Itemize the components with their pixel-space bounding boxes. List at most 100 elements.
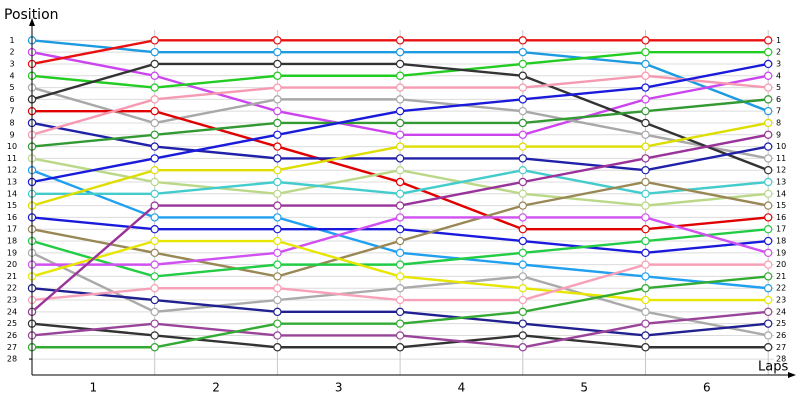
y-tick-label-right: 19 [776,248,786,257]
x-tick-label: 5 [580,381,588,395]
y-tick-label: 5 [9,83,14,92]
point [764,307,773,317]
point [641,71,650,80]
y-tick-label-right: 4 [776,71,781,80]
point [641,260,650,269]
y-tick-label-right: 27 [776,343,786,352]
point [395,165,405,175]
point [518,95,528,104]
point [150,272,159,281]
point [395,59,405,69]
x-tick-label: 3 [335,381,343,395]
point [395,118,405,128]
point [641,165,650,175]
point [150,47,159,57]
y-tick-label: 12 [7,166,17,175]
point [518,272,528,281]
point [150,71,159,80]
y-axis-arrow [29,18,35,26]
point [518,71,528,80]
point [150,248,159,258]
point [273,47,282,57]
y-tick-label-right: 6 [776,95,781,104]
point [273,177,282,187]
y-tick-label: 11 [7,154,17,163]
point [518,177,528,187]
point [273,201,282,210]
x-axis-title: Laps [758,360,788,375]
point [150,236,159,246]
point [518,295,528,305]
point [395,83,405,92]
point [764,236,773,246]
point [764,95,773,104]
point [150,142,159,151]
point [518,213,528,222]
point [150,225,159,234]
point [764,47,773,57]
point [764,177,773,187]
point [641,213,650,222]
point [150,177,159,187]
x-tick-label: 4 [458,381,466,395]
point [273,272,282,281]
y-tick-label-right: 25 [776,319,786,328]
point [764,36,773,45]
markers [27,36,773,352]
point [641,36,650,45]
point [273,83,282,92]
y-tick-label-right: 7 [776,107,781,116]
point [764,213,773,222]
point [518,307,528,317]
y-tick-label-right: 16 [776,213,786,222]
point [150,154,159,163]
y-tick-label: 13 [7,177,17,186]
point [518,260,528,269]
point [273,248,282,258]
point [150,59,159,69]
point [150,331,159,340]
x-tick-label: 2 [212,381,220,395]
y-tick-label: 10 [7,142,17,151]
point [273,36,282,45]
point [395,36,405,45]
y-tick-label: 28 [7,355,17,364]
point [764,106,773,116]
point [150,130,159,139]
y-tick-label: 9 [9,130,14,139]
y-tick-label: 26 [7,331,17,340]
point [150,307,159,317]
point [150,95,159,104]
point [764,154,773,163]
point [764,260,773,269]
point [273,295,282,305]
point [150,165,159,175]
point [518,118,528,128]
y-tick-label: 8 [9,118,14,127]
y-tick-label-right: 14 [776,189,786,198]
point [518,83,528,92]
y-tick-label: 19 [7,248,17,257]
point [273,213,282,222]
point [641,177,650,187]
point [641,118,650,128]
point [273,260,282,269]
point [150,319,159,328]
point [518,319,528,328]
point [764,343,773,352]
point [764,248,773,258]
point [764,284,773,293]
y-tick-label-right: 28 [776,355,786,364]
point [518,47,528,57]
point [395,106,405,116]
point [273,106,282,116]
point [518,154,528,163]
point [518,248,528,258]
y-tick-label: 22 [7,284,17,293]
point [641,189,650,199]
y-tick-label: 2 [9,48,14,57]
point [150,106,159,116]
point [764,225,773,234]
point [518,331,528,340]
